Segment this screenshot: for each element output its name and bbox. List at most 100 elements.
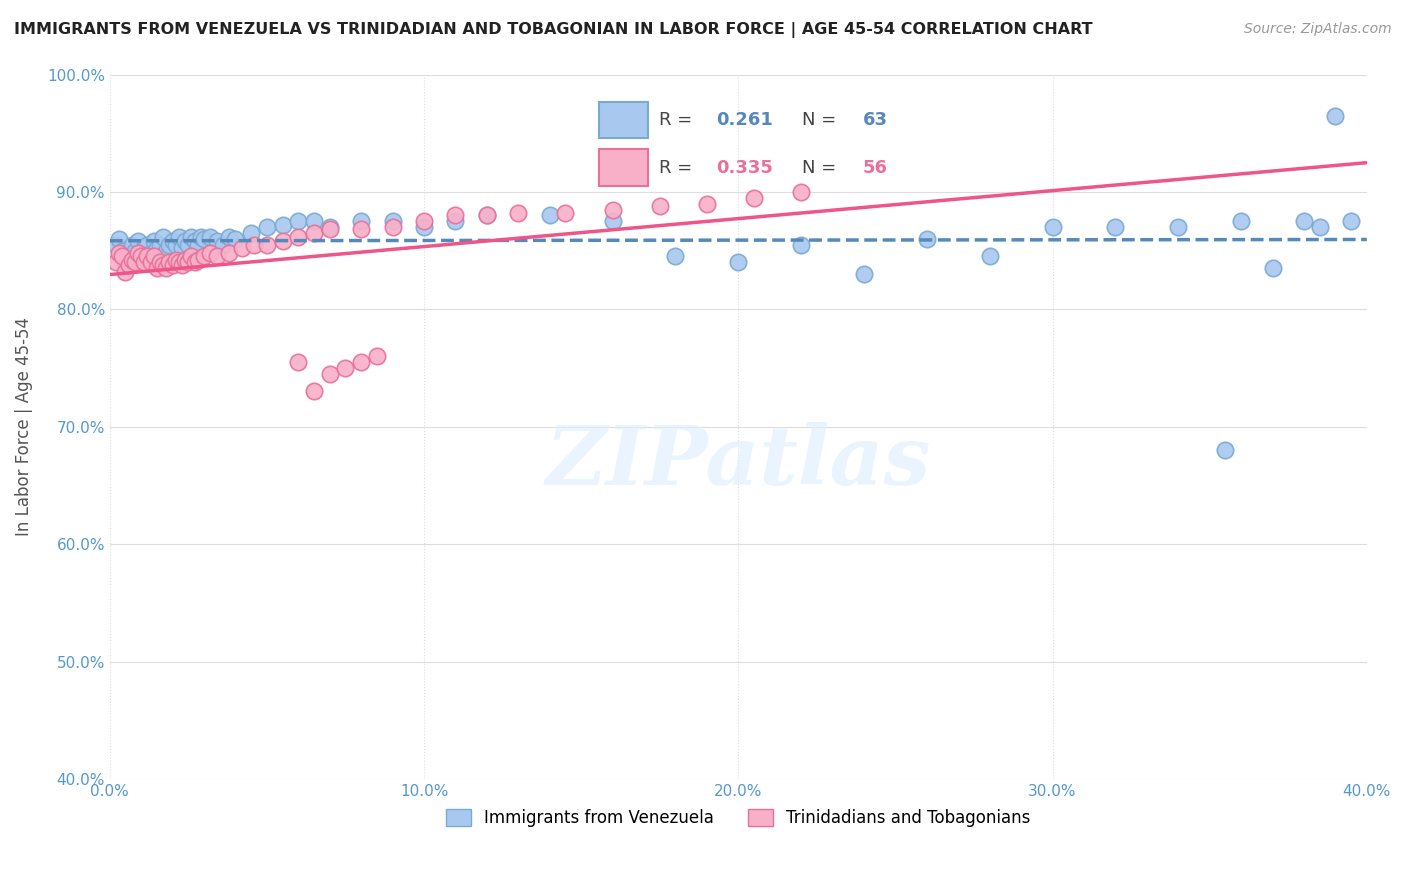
Point (538, 208, 561, 222)
Point (915, 232, 938, 246)
Point (183, 255, 205, 269)
Point (177, 237, 200, 252)
Point (1215, 443, 1237, 458)
Point (139, 255, 162, 269)
Point (350, 355, 373, 369)
Point (129, 250, 152, 264)
Point (152, 258, 174, 272)
Point (218, 246, 240, 260)
Point (350, 222, 373, 236)
Point (302, 226, 325, 240)
Point (129, 250, 152, 264)
Point (240, 226, 263, 240)
Point (114, 255, 136, 269)
Point (193, 250, 215, 264)
Point (174, 252, 197, 267)
Point (302, 384, 325, 399)
Point (124, 255, 146, 269)
Point (127, 234, 149, 248)
Point (243, 237, 266, 252)
Point (152, 229, 174, 244)
Point (790, 237, 813, 252)
Point (105, 255, 128, 269)
Point (508, 206, 530, 220)
Point (108, 232, 131, 246)
Point (413, 214, 436, 228)
Point (853, 267, 876, 281)
Point (1167, 220, 1189, 235)
Point (121, 237, 143, 252)
Text: IMMIGRANTS FROM VENEZUELA VS TRINIDADIAN AND TOBAGONIAN IN LABOR FORCE | AGE 45-: IMMIGRANTS FROM VENEZUELA VS TRINIDADIAN… (14, 22, 1092, 38)
Point (142, 234, 165, 248)
Point (146, 261, 169, 276)
Point (664, 250, 686, 264)
Point (256, 220, 278, 235)
Point (162, 234, 184, 248)
Point (1261, 261, 1284, 276)
Point (193, 232, 215, 246)
Point (602, 214, 624, 228)
Point (155, 244, 177, 258)
Point (165, 237, 187, 252)
Point (180, 229, 202, 244)
Point (170, 258, 193, 272)
Point (149, 237, 172, 252)
Point (287, 355, 309, 369)
Point (105, 237, 128, 252)
Point (139, 246, 162, 260)
Point (335, 361, 357, 376)
Point (350, 214, 373, 228)
Point (475, 208, 498, 222)
Point (381, 214, 404, 228)
Point (155, 261, 177, 276)
Point (124, 244, 146, 258)
Point (727, 255, 749, 269)
Point (177, 255, 200, 269)
Point (1309, 220, 1331, 235)
Point (1292, 214, 1315, 228)
Point (146, 241, 169, 255)
Point (111, 244, 134, 258)
Point (602, 202, 624, 217)
Point (136, 237, 159, 252)
Point (180, 250, 202, 264)
Point (121, 252, 143, 267)
Point (134, 255, 156, 269)
Point (190, 229, 212, 244)
Text: Source: ZipAtlas.com: Source: ZipAtlas.com (1244, 22, 1392, 37)
Point (696, 196, 718, 211)
Text: ZIPatlas: ZIPatlas (546, 422, 931, 502)
Point (200, 229, 222, 244)
Point (1340, 214, 1362, 228)
Point (444, 214, 467, 228)
Point (108, 246, 131, 260)
Point (444, 208, 467, 222)
Point (475, 208, 498, 222)
Point (159, 255, 181, 269)
Point (413, 220, 436, 235)
Point (1324, 109, 1347, 123)
Point (167, 229, 190, 244)
Point (287, 214, 309, 228)
Point (205, 250, 228, 264)
Point (212, 237, 235, 252)
Point (1104, 220, 1126, 235)
Point (1230, 214, 1253, 228)
Point (224, 232, 246, 246)
Point (319, 220, 342, 235)
Point (319, 367, 342, 381)
Point (159, 237, 181, 252)
Point (648, 199, 671, 213)
Point (200, 246, 222, 260)
Point (111, 250, 134, 264)
Point (187, 237, 209, 252)
Point (302, 214, 325, 228)
Point (366, 349, 388, 363)
Point (165, 252, 187, 267)
Point (149, 255, 172, 269)
Point (136, 250, 159, 264)
Point (117, 250, 139, 264)
Point (742, 191, 765, 205)
Point (319, 222, 342, 236)
Legend: Immigrants from Venezuela, Trinidadians and Tobagonians: Immigrants from Venezuela, Trinidadians … (440, 803, 1038, 834)
